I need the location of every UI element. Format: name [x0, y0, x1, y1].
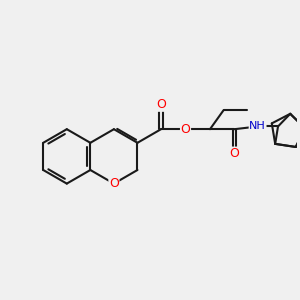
- Text: NH: NH: [249, 122, 266, 131]
- Text: O: O: [230, 147, 239, 160]
- Text: O: O: [109, 177, 119, 190]
- Text: O: O: [181, 123, 190, 136]
- Text: O: O: [156, 98, 166, 111]
